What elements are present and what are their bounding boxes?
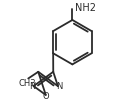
Text: N: N — [29, 82, 35, 91]
Text: NH2: NH2 — [75, 3, 96, 13]
Text: O: O — [42, 92, 49, 101]
Text: CH3: CH3 — [19, 79, 36, 88]
Text: N: N — [56, 82, 62, 91]
